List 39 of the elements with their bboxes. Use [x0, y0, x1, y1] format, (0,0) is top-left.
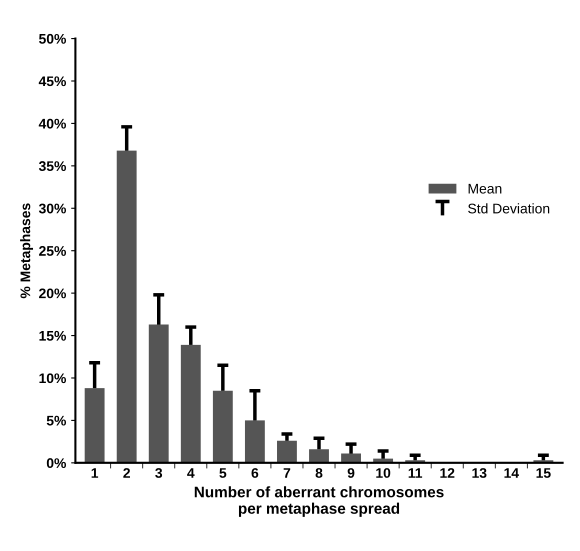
bar — [116, 150, 137, 463]
bar — [244, 420, 265, 463]
y-tick-label: 50% — [39, 34, 66, 44]
x-tick-label: 4 — [187, 468, 195, 478]
y-tick-label: 10% — [39, 373, 66, 384]
y-tick-label: 0% — [46, 458, 66, 468]
x-tick-label: 5 — [219, 468, 226, 478]
bar — [341, 454, 361, 463]
y-tick-label: 40% — [38, 118, 66, 129]
x-tick-label: 10 — [376, 468, 390, 478]
x-tick-label: 15 — [536, 468, 551, 478]
x-tick-label: 13 — [472, 468, 486, 478]
bar — [148, 324, 169, 463]
y-tick-label: 45% — [38, 76, 66, 86]
x-tick-label: 12 — [440, 468, 454, 478]
x-tick-label: 7 — [284, 468, 290, 478]
x-tick-label: 11 — [408, 468, 422, 478]
y-tick-label: 20% — [39, 288, 66, 298]
bar — [309, 449, 329, 463]
bar — [212, 390, 233, 463]
y-tick-label: 25% — [39, 246, 66, 256]
y-axis-title: % Metaphases — [20, 203, 34, 298]
x-tick-label: 6 — [252, 468, 258, 478]
x-tick-label: 2 — [123, 468, 130, 478]
x-axis-title: Number of aberrant chromosomes per metaphase spread — [194, 486, 444, 517]
y-tick-label: 15% — [39, 330, 66, 341]
bar — [277, 440, 297, 463]
y-tick-label: 30% — [38, 204, 66, 214]
x-tick-label: 14 — [504, 468, 519, 478]
x-tick-label: 8 — [316, 468, 322, 478]
x-tick-label: 1 — [92, 468, 98, 478]
y-tick-label: 35% — [38, 161, 66, 172]
x-tick-label: 3 — [155, 468, 162, 478]
legend-label: Mean — [468, 184, 502, 194]
y-tick-label: 5% — [46, 416, 66, 426]
bar — [180, 344, 201, 463]
x-tick-label: 9 — [348, 468, 354, 478]
bar — [84, 388, 105, 463]
annotation: Std Deviation — [468, 203, 550, 214]
